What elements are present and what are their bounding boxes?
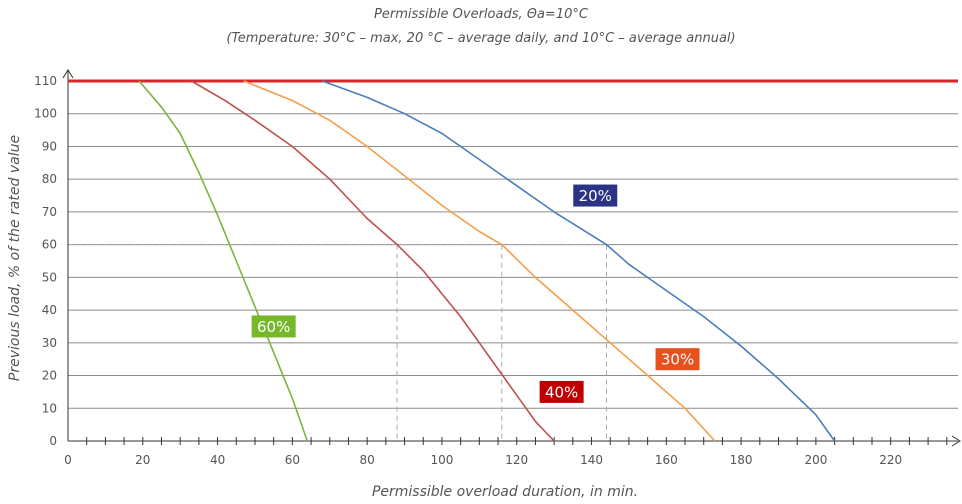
y-tick-label: 100: [34, 107, 57, 121]
chart-title: Permissible Overloads, Θa=10°C: [374, 7, 588, 22]
x-tick-label: 200: [804, 453, 827, 467]
axis-layer: 0 10 20 30 40 50 60 70 80 90 100 110 0 20 40 60 80 100 120…: [34, 69, 961, 467]
series-label-20pct: 20%: [579, 187, 612, 205]
y-tick-label: 60: [42, 238, 57, 252]
y-axis-arrow: [62, 69, 74, 79]
x-tick-label: 80: [360, 453, 375, 467]
y-tick-label: 80: [42, 172, 57, 186]
x-tick-label: 160: [655, 453, 678, 467]
series-line-30pct: [243, 80, 716, 442]
series-line-20pct: [322, 80, 836, 442]
series-label-60pct: 60%: [257, 318, 290, 336]
x-tick-label: 40: [210, 453, 225, 467]
chart-subtitle: (Temperature: 30°C – max, 20 °C – averag…: [226, 31, 736, 46]
x-axis-arrow: [951, 435, 961, 447]
series-label-30pct: 30%: [661, 351, 694, 369]
x-tick-label: 120: [505, 453, 528, 467]
series-layer: [68, 79, 958, 442]
y-tick-label: 110: [34, 74, 57, 88]
x-tick-label: 180: [730, 453, 753, 467]
series-line-40pct: [190, 80, 555, 442]
x-tick-label: 60: [285, 453, 300, 467]
y-tick-label: 30: [42, 336, 57, 350]
series-label-box-60pct: [251, 315, 296, 338]
guide-layer: [68, 244, 607, 441]
series-label-40pct: 40%: [545, 383, 578, 401]
series-label-box-30pct: [655, 348, 700, 371]
y-tick-label: 70: [42, 205, 57, 219]
x-axis-label: Permissible overload duration, in min.: [372, 484, 638, 500]
x-tick-label: 220: [879, 453, 902, 467]
label-layer: 20% 30% 40% 60%: [251, 184, 700, 403]
y-tick-label: 10: [42, 401, 57, 415]
y-tick-label: 20: [42, 369, 57, 383]
y-tick-label: 50: [42, 270, 57, 284]
x-tick-label: 20: [135, 453, 150, 467]
y-tick-label: 90: [42, 139, 57, 153]
series-label-box-40pct: [539, 380, 584, 403]
y-axis-label: Previous load, % of the rated value: [7, 135, 23, 381]
y-tick-label: 40: [42, 303, 57, 317]
y-tick-label: 0: [49, 434, 57, 448]
x-tick-label: 140: [580, 453, 603, 467]
series-line-60pct: [138, 80, 309, 442]
series-label-box-20pct: [573, 184, 618, 207]
x-tick-label: 100: [430, 453, 453, 467]
x-tick-label: 0: [64, 453, 72, 467]
